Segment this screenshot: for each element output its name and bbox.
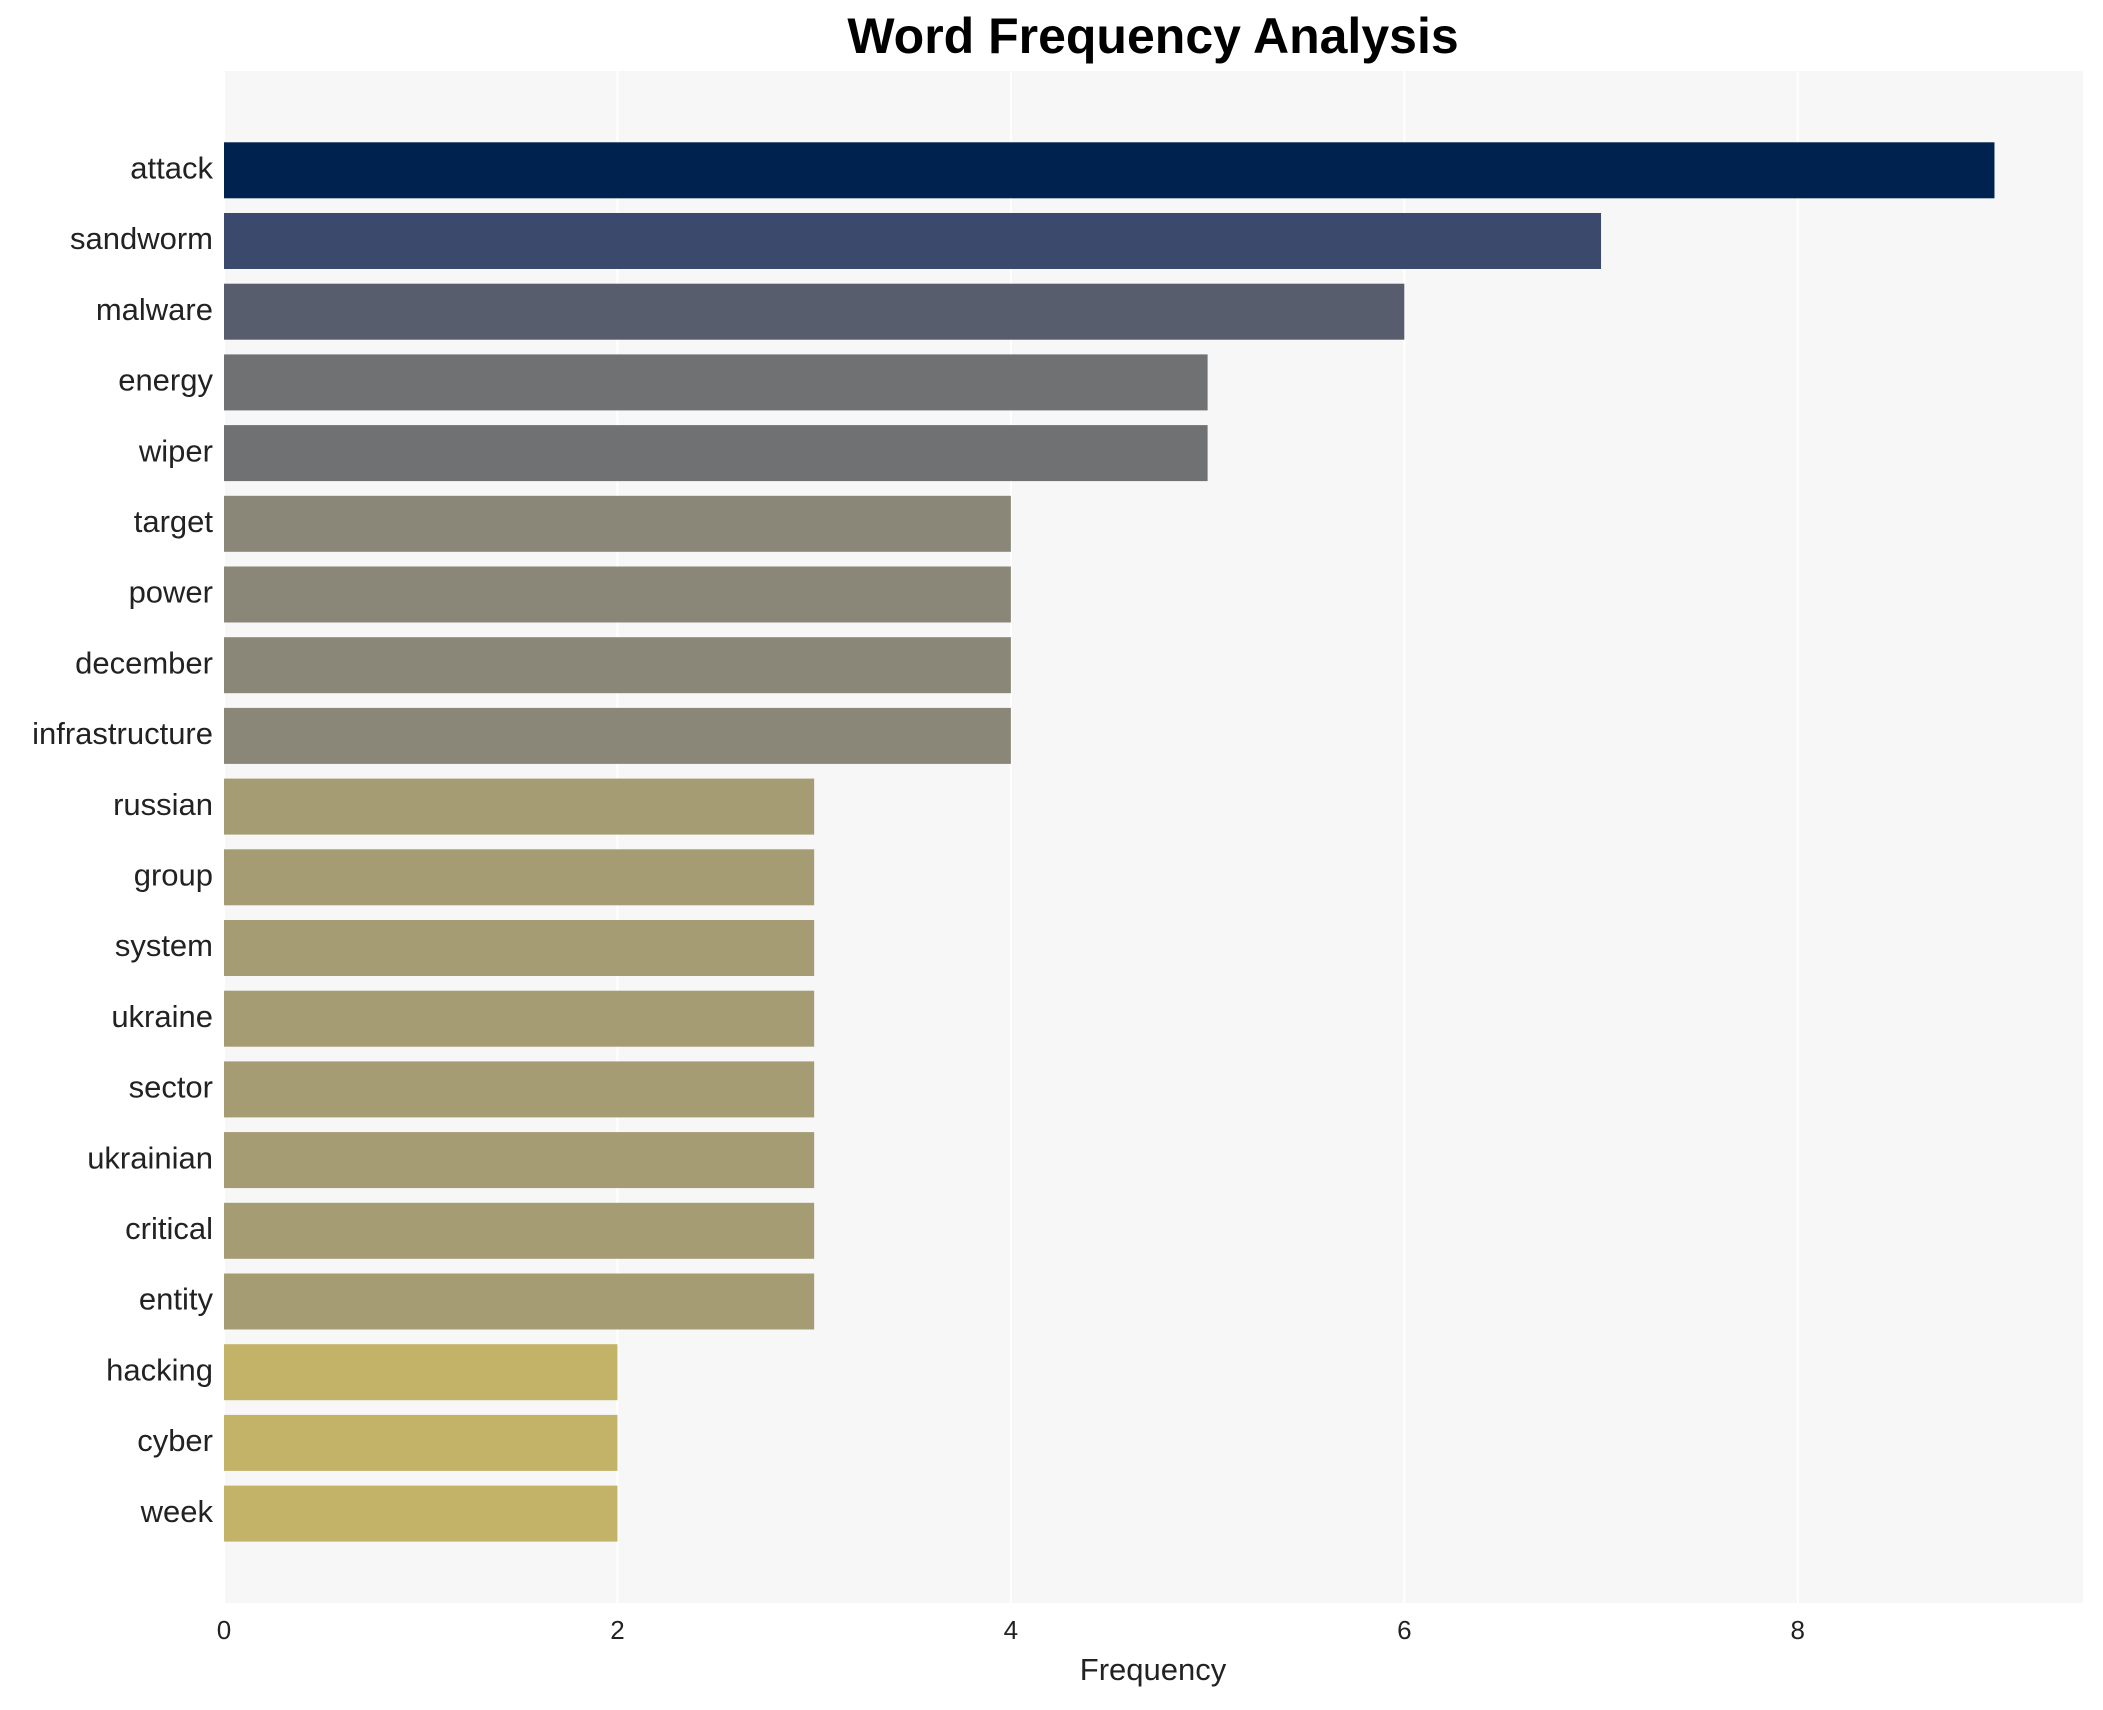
y-tick-label: ukraine	[111, 999, 213, 1034]
y-tick-label: group	[134, 857, 213, 892]
x-tick-label: 0	[217, 1615, 231, 1645]
y-tick-label: power	[129, 575, 213, 610]
y-tick-label: sector	[129, 1070, 213, 1105]
bar	[224, 849, 815, 906]
bar	[224, 495, 1011, 552]
bar	[224, 1202, 815, 1259]
bar	[224, 1273, 815, 1330]
x-tick-label: 6	[1397, 1615, 1411, 1645]
bar	[224, 1344, 618, 1401]
x-tick-label: 8	[1791, 1615, 1805, 1645]
y-tick-label: entity	[139, 1282, 214, 1317]
bar	[224, 1414, 618, 1471]
y-tick-label: critical	[125, 1211, 213, 1246]
bar	[224, 778, 815, 835]
y-tick-label: malware	[96, 292, 213, 327]
y-tick-label: december	[75, 645, 213, 680]
y-tick-label: ukrainian	[87, 1140, 213, 1175]
bar	[224, 1132, 815, 1189]
x-tick-label: 4	[1004, 1615, 1018, 1645]
y-tick-label: cyber	[137, 1423, 213, 1458]
y-tick-label: sandworm	[70, 221, 213, 256]
y-tick-label: hacking	[106, 1352, 213, 1387]
chart-title: Word Frequency Analysis	[847, 8, 1458, 64]
bar	[224, 1061, 815, 1118]
bar	[224, 1485, 618, 1542]
bar	[224, 354, 1208, 411]
bar	[224, 566, 1011, 623]
y-tick-label: russian	[113, 787, 213, 822]
y-tick-label: target	[134, 504, 214, 539]
x-axis-label: Frequency	[1080, 1652, 1227, 1687]
y-tick-label: wiper	[138, 433, 213, 468]
bar	[224, 707, 1011, 764]
bar	[224, 990, 815, 1047]
x-tick-label: 2	[610, 1615, 624, 1645]
bar	[224, 920, 815, 976]
bar	[224, 637, 1011, 694]
y-tick-label: system	[115, 928, 213, 963]
bar	[224, 213, 1602, 269]
bar	[224, 142, 1995, 199]
y-tick-label: infrastructure	[32, 716, 213, 751]
bar	[224, 425, 1208, 482]
y-tick-label: week	[140, 1494, 214, 1529]
y-tick-label: energy	[118, 363, 213, 398]
bar	[224, 283, 1405, 340]
y-tick-label: attack	[130, 150, 213, 185]
